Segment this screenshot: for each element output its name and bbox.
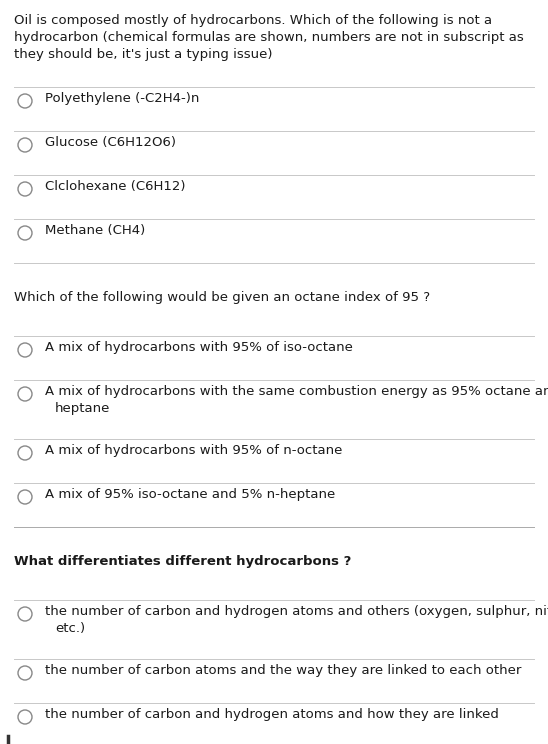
Text: Polyethylene (-C2H4-)n: Polyethylene (-C2H4-)n [45, 92, 199, 105]
Text: Oil is composed mostly of hydrocarbons. Which of the following is not a: Oil is composed mostly of hydrocarbons. … [14, 14, 492, 27]
Text: they should be, it's just a typing issue): they should be, it's just a typing issue… [14, 48, 272, 61]
Text: Glucose (C6H12O6): Glucose (C6H12O6) [45, 136, 176, 149]
Text: Methane (CH4): Methane (CH4) [45, 224, 145, 237]
Text: Clclohexane (C6H12): Clclohexane (C6H12) [45, 180, 186, 193]
Text: A mix of hydrocarbons with 95% of n-octane: A mix of hydrocarbons with 95% of n-octa… [45, 444, 342, 457]
Text: What differentiates different hydrocarbons ?: What differentiates different hydrocarbo… [14, 555, 351, 568]
Text: heptane: heptane [55, 402, 110, 415]
Text: etc.): etc.) [55, 622, 85, 635]
Text: hydrocarbon (chemical formulas are shown, numbers are not in subscript as: hydrocarbon (chemical formulas are shown… [14, 31, 524, 44]
Text: Which of the following would be given an octane index of 95 ?: Which of the following would be given an… [14, 291, 430, 304]
Text: A mix of hydrocarbons with the same combustion energy as 95% octane and 5%: A mix of hydrocarbons with the same comb… [45, 385, 548, 398]
Text: A mix of 95% iso-octane and 5% n-heptane: A mix of 95% iso-octane and 5% n-heptane [45, 488, 335, 501]
Text: the number of carbon and hydrogen atoms and how they are linked: the number of carbon and hydrogen atoms … [45, 708, 499, 721]
Text: A mix of hydrocarbons with 95% of iso-octane: A mix of hydrocarbons with 95% of iso-oc… [45, 341, 353, 354]
Text: the number of carbon and hydrogen atoms and others (oxygen, sulphur, nitrogen,: the number of carbon and hydrogen atoms … [45, 605, 548, 618]
Text: the number of carbon atoms and the way they are linked to each other: the number of carbon atoms and the way t… [45, 664, 521, 677]
